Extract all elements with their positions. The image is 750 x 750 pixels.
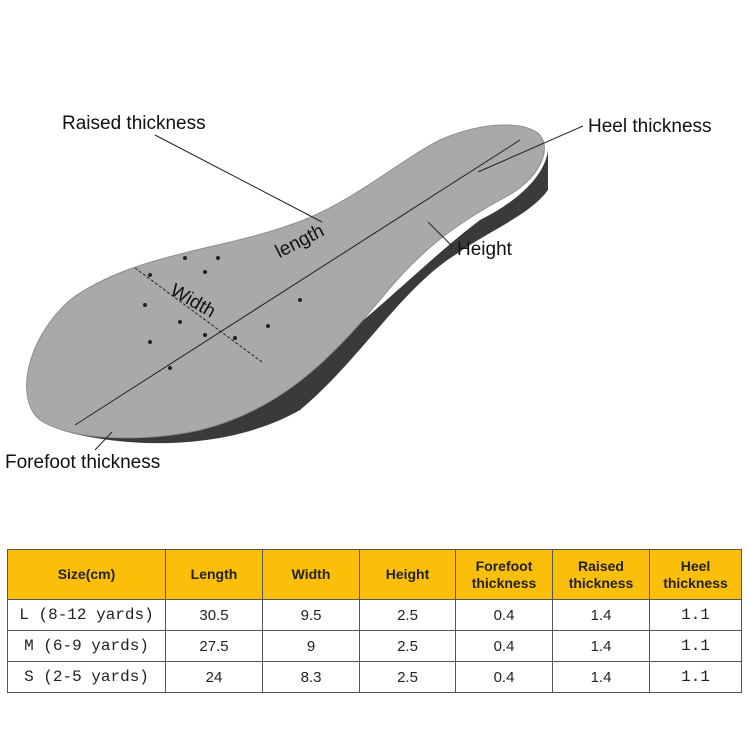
cell: 24 — [165, 661, 263, 693]
cell: 0.4 — [455, 630, 553, 662]
cell: M (6-9 yards) — [7, 630, 166, 662]
cell: S (2-5 yards) — [7, 661, 166, 693]
cell: 2.5 — [359, 630, 456, 662]
cell: 0.4 — [455, 661, 553, 693]
raised-pointer — [154, 134, 323, 223]
width-line — [134, 267, 263, 363]
raised-thickness-label: Raised thickness — [62, 113, 206, 134]
cell: 8.3 — [262, 661, 360, 693]
table-row: L (8-12 yards) 30.5 9.5 2.5 0.4 1.4 1.1 — [7, 599, 742, 631]
cell: 1.1 — [649, 661, 742, 693]
cell: 1.1 — [649, 630, 742, 662]
header-length: Length — [165, 549, 263, 600]
cell: 1.4 — [552, 630, 650, 662]
ventilation-holes — [143, 256, 302, 370]
forefoot-thickness-label: Forefoot thickness — [5, 452, 161, 473]
header-raised: Raised thickness — [552, 549, 650, 600]
cell: 0.4 — [455, 599, 553, 631]
insole-top — [26, 124, 545, 439]
length-line — [74, 139, 521, 426]
header-size: Size(cm) — [7, 549, 166, 600]
size-table: Size(cm) Length Width Height Forefoot th… — [7, 549, 742, 693]
table-header-row: Size(cm) Length Width Height Forefoot th… — [7, 549, 742, 600]
height-label: Height — [457, 239, 512, 260]
insole-base — [60, 150, 548, 444]
cell: 9 — [262, 630, 360, 662]
table-row: M (6-9 yards) 27.5 9 2.5 0.4 1.4 1.1 — [7, 630, 742, 662]
header-heel: Heel thickness — [649, 549, 742, 600]
cell: 1.4 — [552, 661, 650, 693]
table-row: S (2-5 yards) 24 8.3 2.5 0.4 1.4 1.1 — [7, 661, 742, 693]
header-height: Height — [359, 549, 456, 600]
forefoot-pointer — [94, 431, 113, 451]
cell: 9.5 — [262, 599, 360, 631]
insole-illustration — [26, 124, 584, 451]
heel-thickness-label: Heel thickness — [588, 116, 712, 137]
header-width: Width — [262, 549, 360, 600]
heel-pointer — [477, 125, 584, 173]
height-pointer — [427, 221, 453, 247]
cell: 1.4 — [552, 599, 650, 631]
header-forefoot: Forefoot thickness — [455, 549, 553, 600]
cell: 30.5 — [165, 599, 263, 631]
cell: 27.5 — [165, 630, 263, 662]
cell: 1.1 — [649, 599, 742, 631]
cell: L (8-12 yards) — [7, 599, 166, 631]
cell: 2.5 — [359, 599, 456, 631]
cell: 2.5 — [359, 661, 456, 693]
